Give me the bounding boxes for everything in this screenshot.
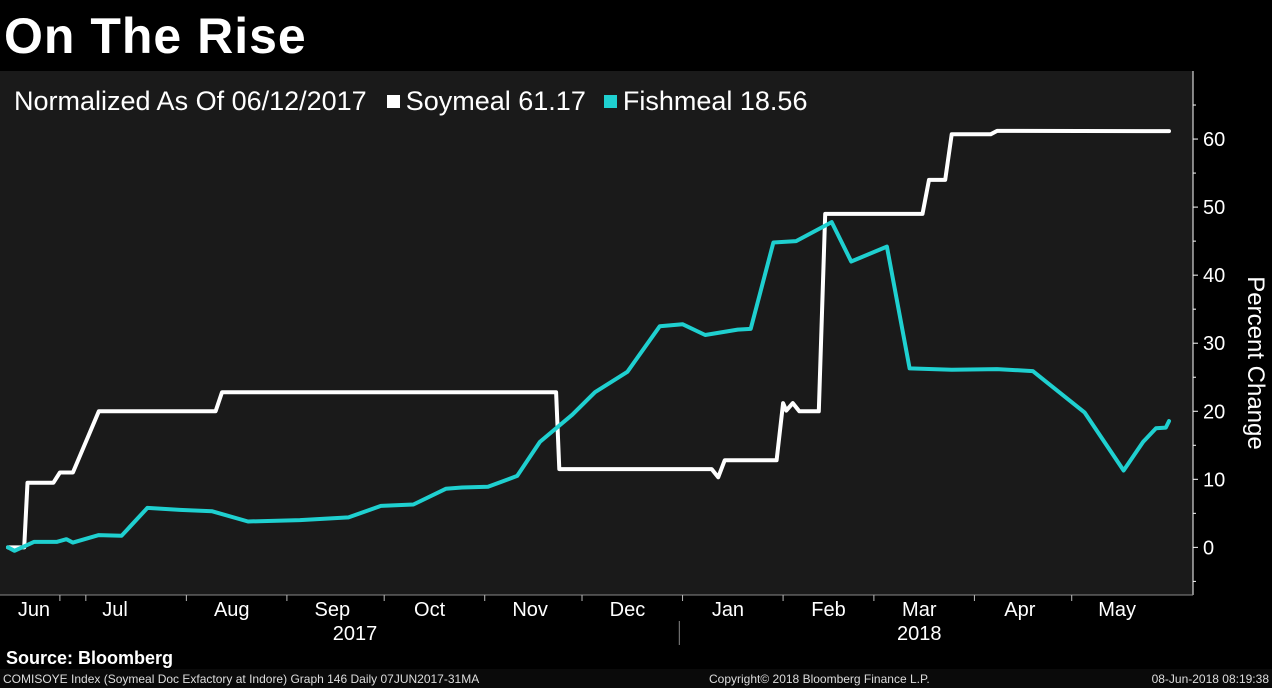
y-tick-label: 20 [1203, 401, 1225, 423]
y-tick-label: 10 [1203, 469, 1225, 491]
y-tick-label: 30 [1203, 333, 1225, 355]
y-tick-label: 0 [1203, 537, 1214, 559]
legend-swatch-soymeal [386, 94, 400, 108]
y-tick-label: 50 [1203, 197, 1225, 219]
footer-bar: COMISOYE Index (Soymeal Doc Exfactory at… [0, 669, 1272, 688]
x-tick-label: Aug [214, 599, 250, 621]
axes: 0 10 20 30 40 50 60 Percent Change Jun Jul Aug Sep O… [0, 71, 1269, 645]
source-note: Source: Bloomberg [6, 648, 174, 668]
legend-soymeal-name: Soymeal [405, 85, 511, 116]
x-tick-label: Jun [18, 599, 50, 621]
footer-index-info: COMISOYE Index (Soymeal Doc Exfactory at… [3, 672, 480, 686]
y-tick-label: 40 [1203, 265, 1225, 287]
chart-title: On The Rise [4, 8, 307, 64]
legend-normalized-label: Normalized As Of 06/12/2017 [14, 85, 367, 116]
x-year-label: 2017 [333, 623, 378, 645]
legend-item-soymeal: Soymeal 61.17 [386, 85, 586, 117]
x-tick-label: Dec [610, 599, 646, 621]
x-tick-label: Apr [1004, 599, 1035, 621]
series-lines [6, 128, 1171, 553]
legend: Normalized As Of 06/12/2017 Soymeal 61.1… [14, 84, 825, 118]
legend-fishmeal-name: Fishmeal [622, 85, 733, 116]
x-tick-label: Jan [712, 599, 744, 621]
plot-area [0, 71, 1193, 595]
legend-fishmeal-value: 18.56 [739, 85, 808, 116]
x-tick-label: Jul [102, 599, 128, 621]
x-tick-label: Feb [811, 599, 845, 621]
x-tick-label: Mar [902, 599, 937, 621]
series-line-soymeal [6, 128, 1171, 550]
y-tick-label: 60 [1203, 129, 1225, 151]
legend-swatch-fishmeal [603, 94, 617, 108]
legend-item-fishmeal: Fishmeal 18.56 [603, 85, 808, 117]
x-year-label: 2018 [897, 623, 942, 645]
legend-soymeal-value: 61.17 [518, 85, 586, 116]
y-axis-title: Percent Change [1242, 276, 1269, 449]
footer-copyright: Copyright© 2018 Bloomberg Finance L.P. [709, 672, 930, 686]
x-tick-label: Sep [315, 599, 351, 621]
x-tick-label: Oct [414, 599, 446, 621]
x-tick-label: Nov [512, 599, 548, 621]
x-tick-label: May [1098, 599, 1136, 621]
series-line-fishmeal [6, 220, 1171, 553]
footer-timestamp: 08-Jun-2018 08:19:38 [1151, 672, 1269, 686]
